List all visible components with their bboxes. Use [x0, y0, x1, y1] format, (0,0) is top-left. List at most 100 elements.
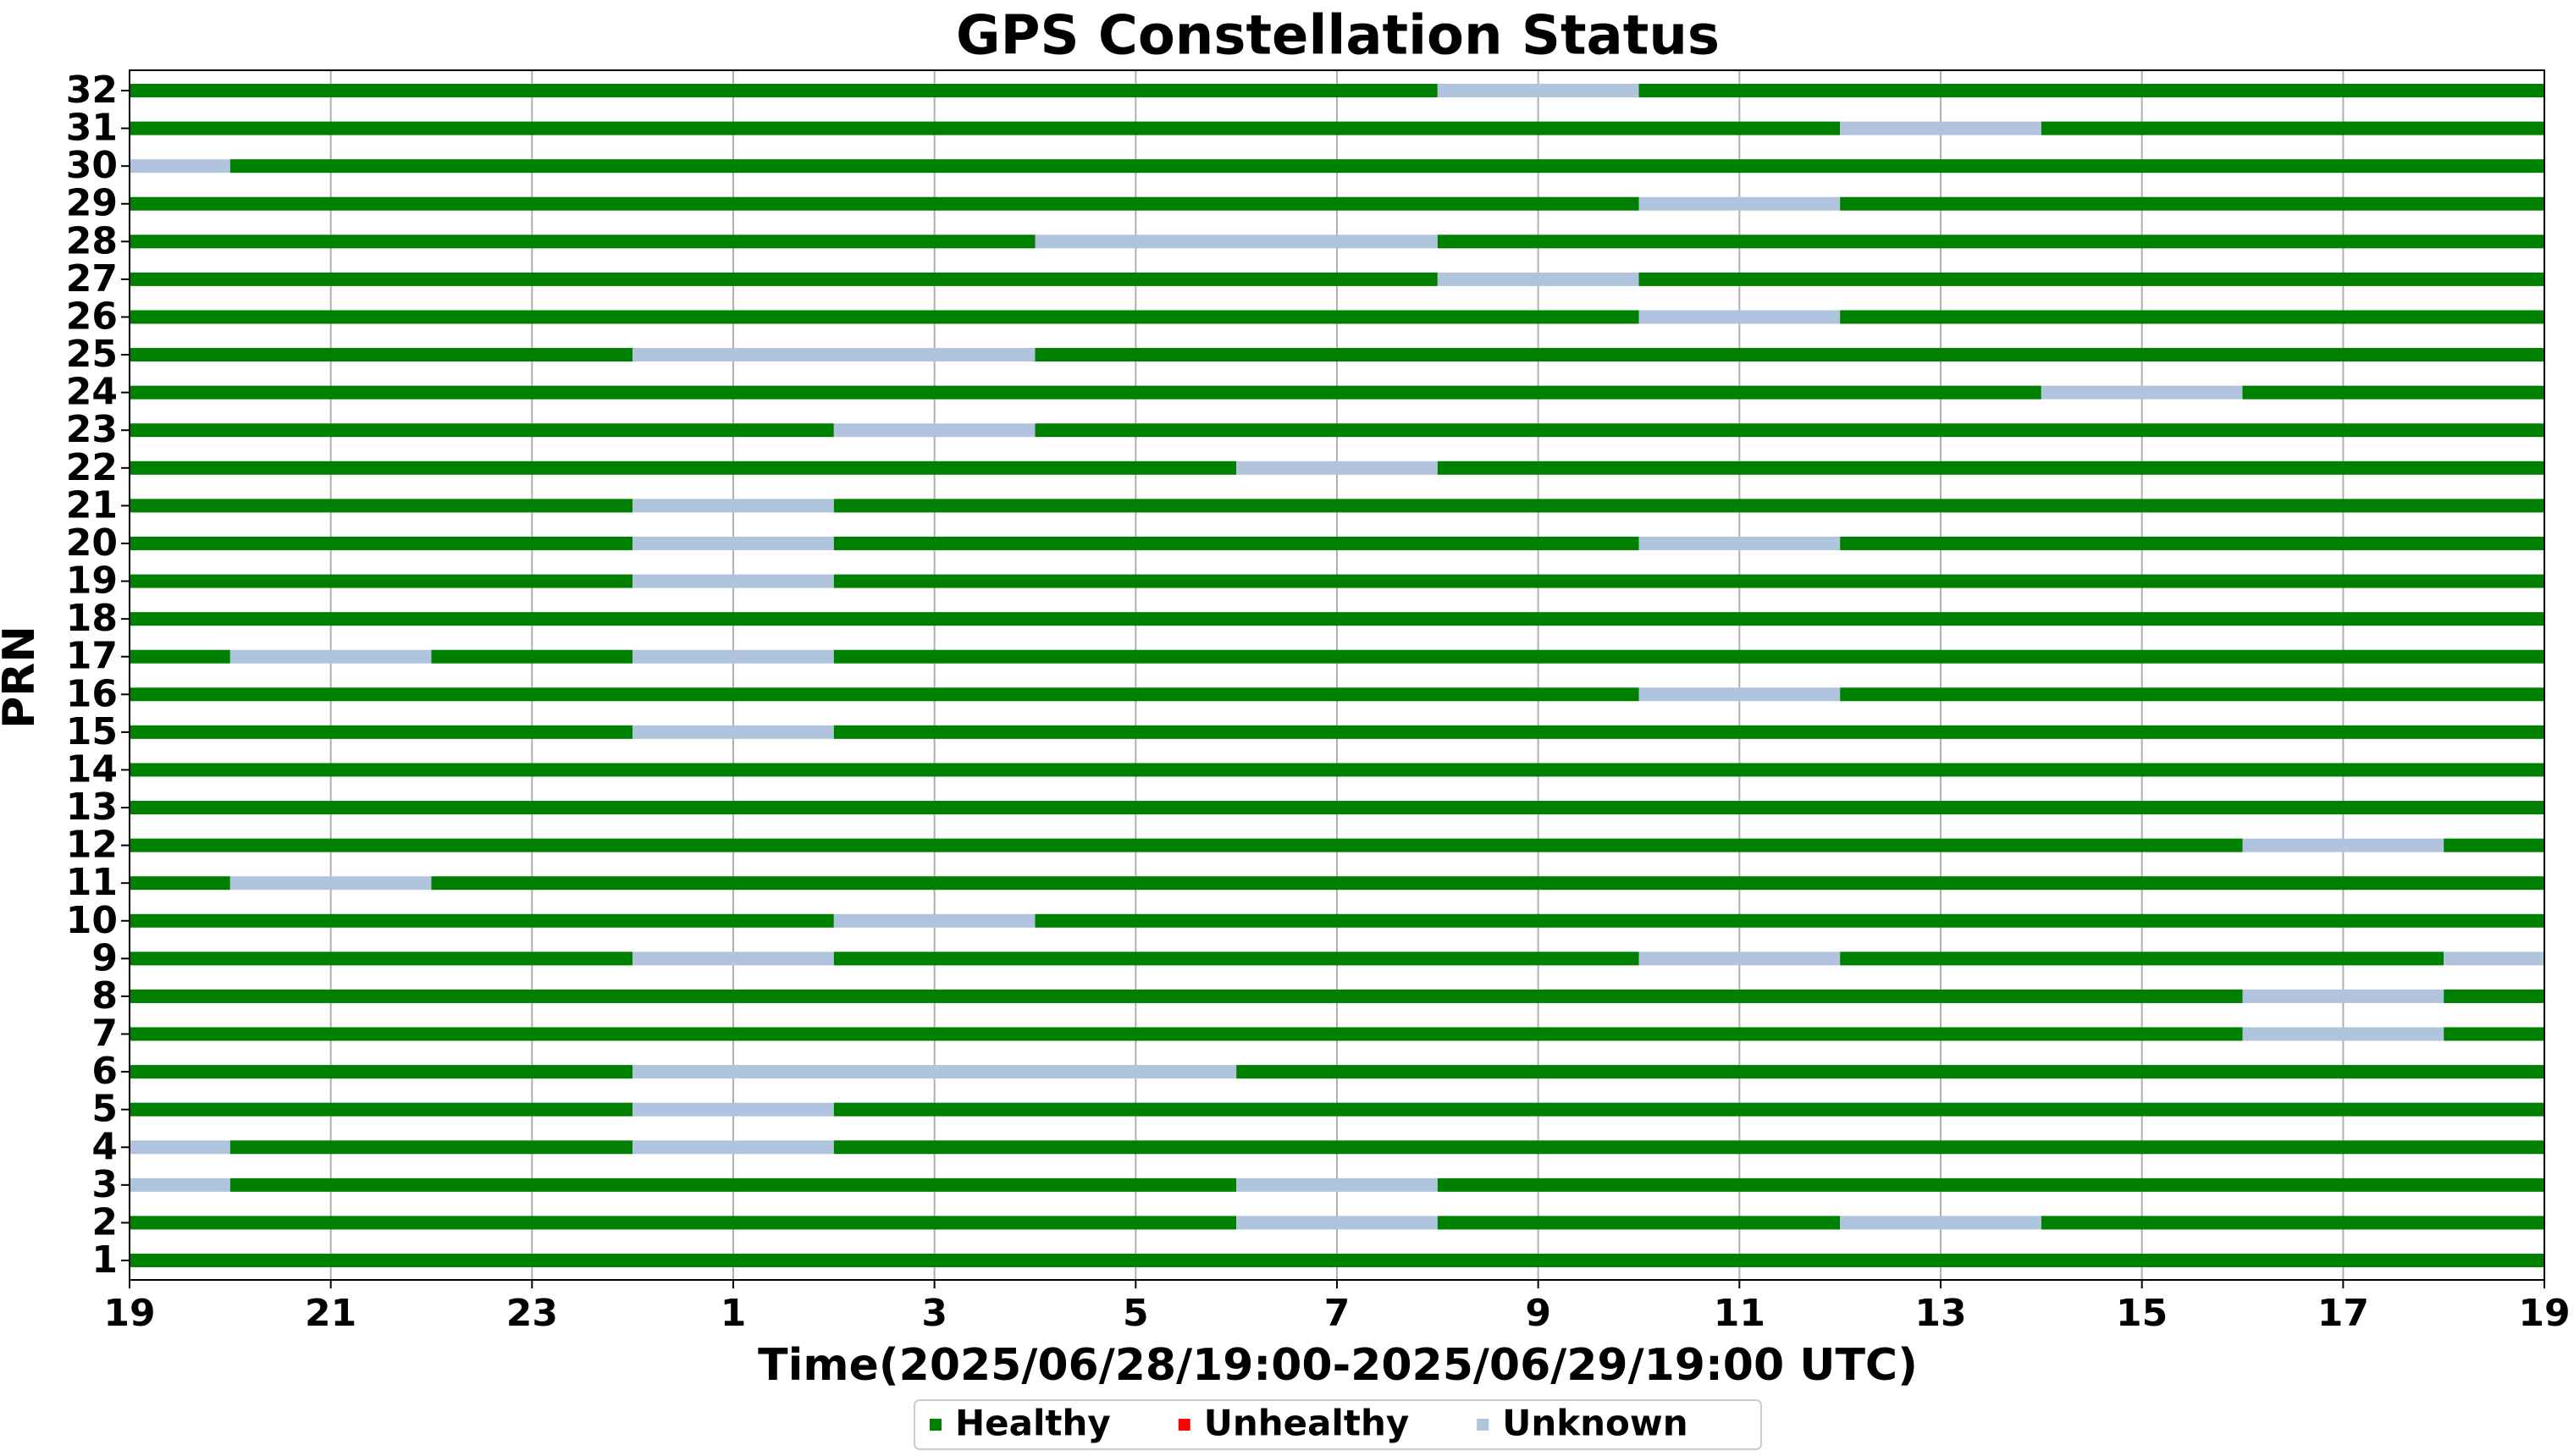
status-segment — [2444, 838, 2544, 852]
status-segment — [1638, 84, 2544, 97]
status-segment — [130, 1140, 230, 1155]
status-segment — [130, 989, 2243, 1003]
y-tick-label: 27 — [66, 257, 118, 301]
y-tick-label: 13 — [66, 786, 118, 829]
status-segment — [632, 1102, 834, 1117]
status-segment — [130, 536, 633, 550]
status-segment — [130, 196, 1639, 211]
status-segment — [130, 423, 834, 438]
y-tick-label: 29 — [66, 182, 118, 225]
x-tick-label: 11 — [1714, 1292, 1765, 1335]
y-tick-label: 10 — [66, 899, 118, 942]
status-segment — [2041, 121, 2544, 135]
status-segment — [632, 1140, 834, 1155]
status-segment — [833, 1140, 2545, 1155]
status-segment — [632, 536, 834, 550]
status-segment — [130, 649, 230, 664]
y-tick-label: 30 — [66, 144, 118, 187]
legend-box — [914, 1399, 1762, 1450]
status-segment — [833, 536, 1639, 550]
status-segment — [1035, 348, 2544, 362]
status-segment — [130, 725, 633, 739]
y-tick-label: 1 — [91, 1238, 118, 1282]
status-segment — [632, 348, 1036, 362]
y-tick-label: 12 — [66, 824, 118, 867]
status-segment — [833, 423, 1036, 438]
status-segment — [833, 574, 2545, 588]
status-segment — [1638, 272, 2544, 286]
status-segment — [1840, 951, 2444, 966]
y-tick-label: 6 — [91, 1050, 118, 1093]
status-segment — [130, 272, 1438, 286]
status-segment — [1840, 687, 2544, 702]
y-tick-label: 21 — [66, 483, 118, 527]
x-axis-label: Time(2025/06/28/19:00-2025/06/29/19:00 U… — [758, 1340, 1918, 1391]
status-segment — [2444, 1027, 2544, 1041]
y-tick-label: 16 — [66, 672, 118, 715]
status-segment — [2041, 1216, 2544, 1230]
status-segment — [1638, 310, 1841, 324]
y-tick-label: 17 — [66, 635, 118, 678]
status-segment — [2242, 989, 2444, 1003]
x-tick-label: 5 — [1123, 1292, 1149, 1335]
status-segment — [1236, 461, 1438, 475]
status-segment — [1840, 196, 2544, 211]
status-segment — [1638, 536, 1841, 550]
status-segment — [2242, 838, 2444, 852]
status-segment — [2041, 385, 2243, 400]
y-tick-label: 28 — [66, 219, 118, 262]
legend-label: Healthy — [955, 1403, 1111, 1444]
x-tick-label: 19 — [2518, 1292, 2570, 1335]
y-tick-label: 31 — [66, 107, 118, 150]
status-segment — [632, 499, 834, 513]
chart-title: GPS Constellation Status — [956, 5, 1720, 68]
status-segment — [130, 1216, 1237, 1230]
x-tick-label: 21 — [305, 1292, 356, 1335]
status-segment — [1437, 272, 1639, 286]
status-segment — [229, 649, 432, 664]
y-tick-label: 22 — [66, 446, 118, 489]
y-tick-label: 15 — [66, 710, 118, 753]
legend-label: Unknown — [1502, 1403, 1687, 1444]
y-tick-label: 19 — [66, 560, 118, 603]
status-segment — [632, 1065, 1237, 1079]
status-segment — [130, 687, 1639, 702]
status-segment — [632, 725, 834, 739]
status-segment — [130, 310, 1639, 324]
y-tick-label: 25 — [66, 333, 118, 376]
status-segment — [229, 1140, 633, 1155]
status-segment — [2242, 1027, 2444, 1041]
status-segment — [1236, 1177, 1438, 1192]
status-segment — [632, 951, 834, 966]
y-tick-label: 18 — [66, 597, 118, 640]
status-segment — [130, 1065, 633, 1079]
status-segment — [1035, 234, 1438, 249]
status-segment — [1437, 1177, 2544, 1192]
status-segment — [2444, 951, 2544, 966]
x-tick-label: 13 — [1914, 1292, 1966, 1335]
y-tick-label: 26 — [66, 295, 118, 338]
y-tick-label: 8 — [91, 974, 118, 1018]
x-tick-label: 9 — [1525, 1292, 1551, 1335]
y-tick-label: 5 — [91, 1088, 118, 1131]
y-axis-label: PRN — [0, 626, 45, 729]
status-segment — [1638, 687, 1841, 702]
status-segment — [229, 159, 2545, 174]
status-segment — [130, 1177, 230, 1192]
status-segment — [833, 725, 2545, 739]
y-tick-label: 24 — [66, 371, 118, 414]
y-tick-label: 9 — [91, 936, 118, 979]
status-segment — [130, 1254, 2544, 1267]
status-segment — [833, 951, 1639, 966]
y-tick-label: 3 — [91, 1163, 118, 1206]
status-segment — [1840, 536, 2544, 550]
status-segment — [1437, 234, 2544, 249]
x-tick-label: 17 — [2317, 1292, 2369, 1335]
status-segment — [1035, 423, 2544, 438]
status-segment — [130, 499, 633, 513]
y-tick-label: 7 — [91, 1012, 118, 1056]
status-segment — [431, 649, 633, 664]
x-tick-label: 1 — [721, 1292, 747, 1335]
